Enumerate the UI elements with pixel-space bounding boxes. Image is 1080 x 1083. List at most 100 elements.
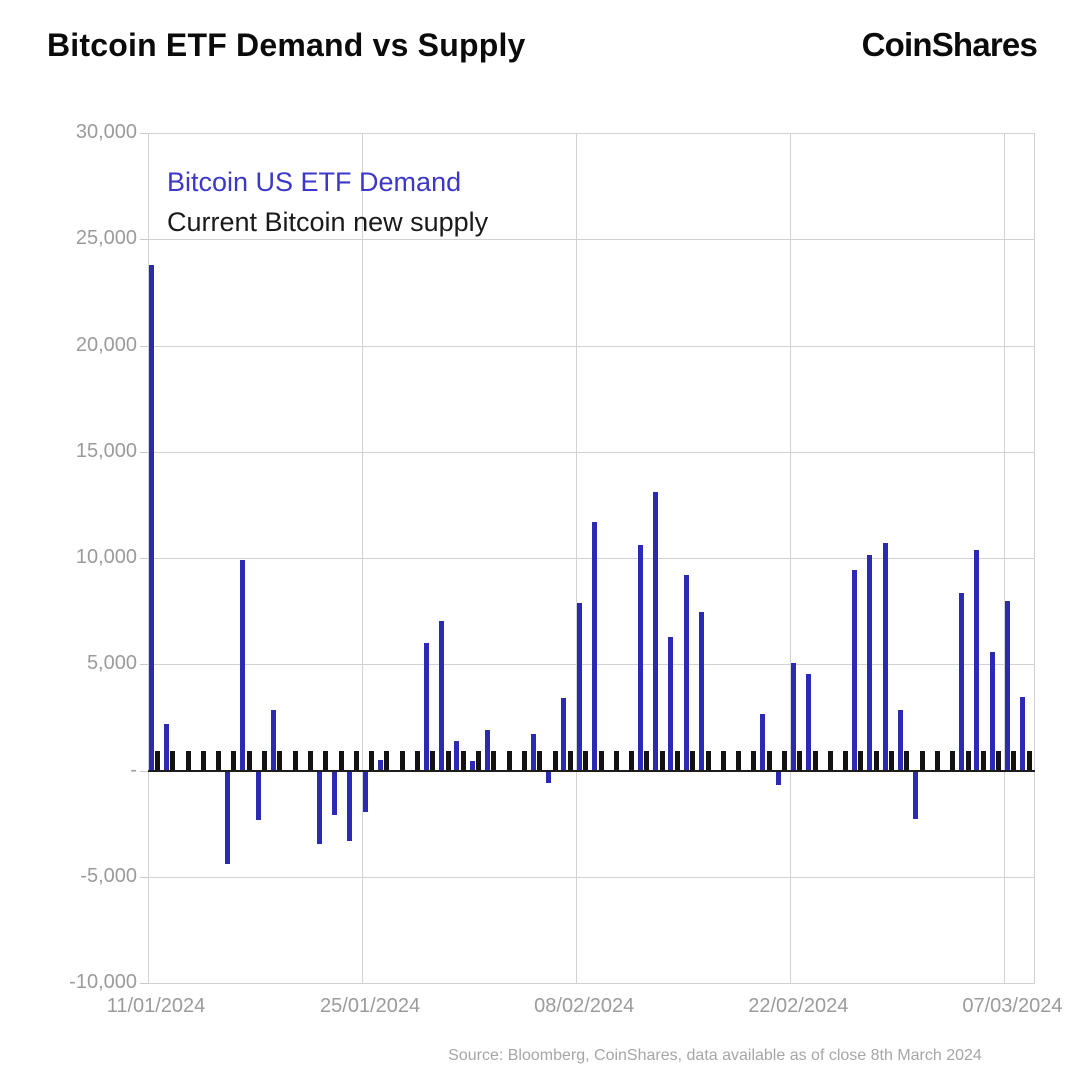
- supply-bar: [690, 751, 696, 771]
- supply-bar: [552, 751, 558, 771]
- supply-bar: [889, 751, 895, 771]
- gridline-vertical: [1004, 133, 1006, 983]
- chart-legend: Bitcoin US ETF Demand Current Bitcoin ne…: [167, 162, 488, 242]
- supply-bar: [613, 751, 619, 771]
- supply-bar: [323, 751, 329, 771]
- demand-bar: [897, 709, 903, 771]
- demand-bar: [270, 709, 276, 771]
- y-axis-label: 20,000: [75, 333, 137, 356]
- y-axis-label: 30,000: [75, 121, 137, 143]
- y-axis-tick: [140, 345, 148, 347]
- demand-bar: [867, 554, 873, 771]
- supply-bar: [567, 751, 573, 771]
- demand-bar: [974, 549, 980, 771]
- supply-bar: [170, 751, 176, 771]
- page-title: Bitcoin ETF Demand vs Supply: [47, 27, 526, 63]
- supply-bar: [904, 751, 910, 771]
- supply-bar: [720, 751, 726, 771]
- supply-bar: [934, 751, 940, 771]
- supply-bar: [659, 751, 665, 771]
- supply-bar: [873, 751, 879, 771]
- supply-bar: [766, 751, 772, 771]
- supply-bar: [827, 751, 833, 771]
- demand-bar: [851, 569, 857, 771]
- y-axis-tick: [140, 983, 148, 984]
- demand-bar: [148, 264, 154, 771]
- demand-bar: [806, 673, 812, 771]
- supply-bar: [307, 751, 313, 771]
- supply-bar: [1026, 751, 1032, 771]
- gridline-horizontal: [148, 983, 1035, 984]
- supply-bar: [292, 751, 298, 771]
- demand-bar: [683, 575, 689, 771]
- y-axis-tick: [140, 664, 148, 666]
- supply-bar: [369, 751, 375, 771]
- y-axis-label: 5,000: [86, 652, 137, 675]
- gridline-horizontal: [148, 558, 1035, 559]
- supply-bar: [231, 751, 237, 771]
- supply-bar: [384, 751, 390, 771]
- demand-bar: [316, 770, 322, 844]
- supply-bar: [705, 751, 711, 771]
- supply-bar: [996, 751, 1002, 771]
- demand-bar: [423, 643, 429, 771]
- demand-bar: [882, 543, 888, 771]
- y-axis-tick: [140, 770, 148, 772]
- supply-bar: [491, 751, 497, 771]
- demand-bar: [561, 698, 567, 771]
- demand-bar: [989, 651, 995, 771]
- demand-bar: [484, 730, 490, 771]
- gridline-vertical: [362, 133, 364, 983]
- demand-bar: [454, 740, 460, 771]
- supply-bar: [246, 751, 252, 771]
- supply-bar: [460, 751, 466, 771]
- supply-bar: [185, 751, 191, 771]
- gridline-horizontal: [148, 133, 1035, 134]
- demand-bar: [790, 663, 796, 771]
- source-note: Source: Bloomberg, CoinShares, data avai…: [448, 1047, 982, 1064]
- demand-bar: [469, 760, 475, 771]
- supply-bar: [919, 751, 925, 771]
- demand-bar: [592, 521, 597, 771]
- supply-bar: [674, 751, 680, 771]
- supply-bar: [644, 751, 650, 771]
- supply-bar: [950, 751, 956, 771]
- gridline-horizontal: [148, 876, 1035, 878]
- supply-bar: [155, 751, 160, 771]
- demand-bar: [362, 770, 368, 812]
- supply-bar: [980, 751, 986, 771]
- y-axis-label: -5,000: [80, 864, 137, 887]
- gridline-vertical: [576, 133, 578, 983]
- legend-demand-label: Bitcoin US ETF Demand: [167, 167, 462, 197]
- legend-supply-label: Current Bitcoin new supply: [167, 207, 489, 237]
- y-axis-tick: [140, 133, 148, 134]
- y-axis-tick: [140, 558, 148, 559]
- y-axis-label: 10,000: [75, 546, 137, 568]
- supply-bar: [200, 751, 206, 771]
- y-axis-tick: [140, 239, 148, 241]
- chart-plot-area: [148, 133, 1035, 984]
- supply-bar: [583, 751, 589, 771]
- supply-bar: [430, 751, 436, 771]
- supply-bar: [598, 751, 604, 771]
- demand-bar: [332, 770, 338, 816]
- gridline-horizontal: [148, 664, 1035, 666]
- supply-bar: [1011, 751, 1017, 771]
- supply-bar: [506, 751, 512, 771]
- demand-bar: [760, 714, 766, 771]
- supply-bar: [445, 751, 451, 771]
- supply-bar: [797, 751, 803, 771]
- supply-bar: [522, 751, 528, 771]
- coinshares-logo: CoinShares: [861, 26, 1038, 63]
- y-axis-label: 15,000: [75, 439, 137, 462]
- supply-bar: [262, 751, 268, 771]
- x-axis-label: 22/02/2024: [748, 995, 849, 1017]
- supply-bar: [782, 751, 788, 771]
- supply-bar: [476, 751, 482, 771]
- supply-bar: [216, 751, 222, 771]
- demand-bar: [637, 545, 643, 771]
- x-axis-label: 11/01/2024: [106, 995, 206, 1017]
- gridline-vertical: [790, 133, 792, 983]
- supply-bar: [736, 751, 742, 771]
